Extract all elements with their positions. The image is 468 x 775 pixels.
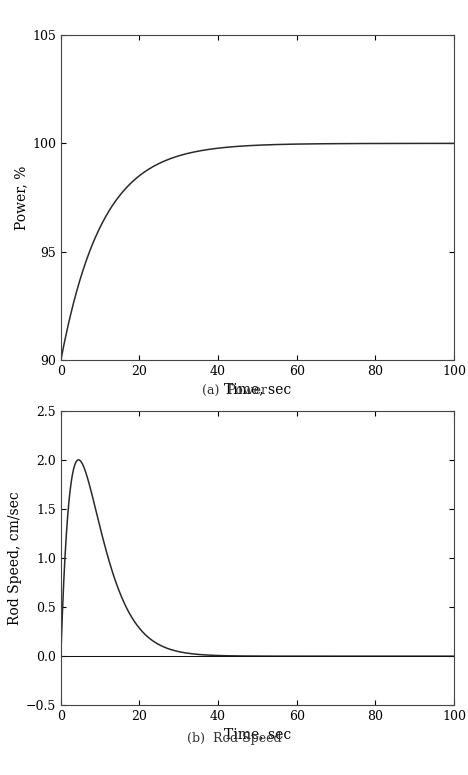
X-axis label: Time, sec: Time, sec	[224, 727, 291, 741]
Text: (b)  Rod Speed: (b) Rod Speed	[187, 732, 281, 746]
Y-axis label: Rod Speed, cm/sec: Rod Speed, cm/sec	[7, 491, 22, 625]
X-axis label: Time, sec: Time, sec	[224, 382, 291, 396]
Y-axis label: Power, %: Power, %	[14, 165, 28, 230]
Text: (a)  Power: (a) Power	[202, 384, 266, 397]
